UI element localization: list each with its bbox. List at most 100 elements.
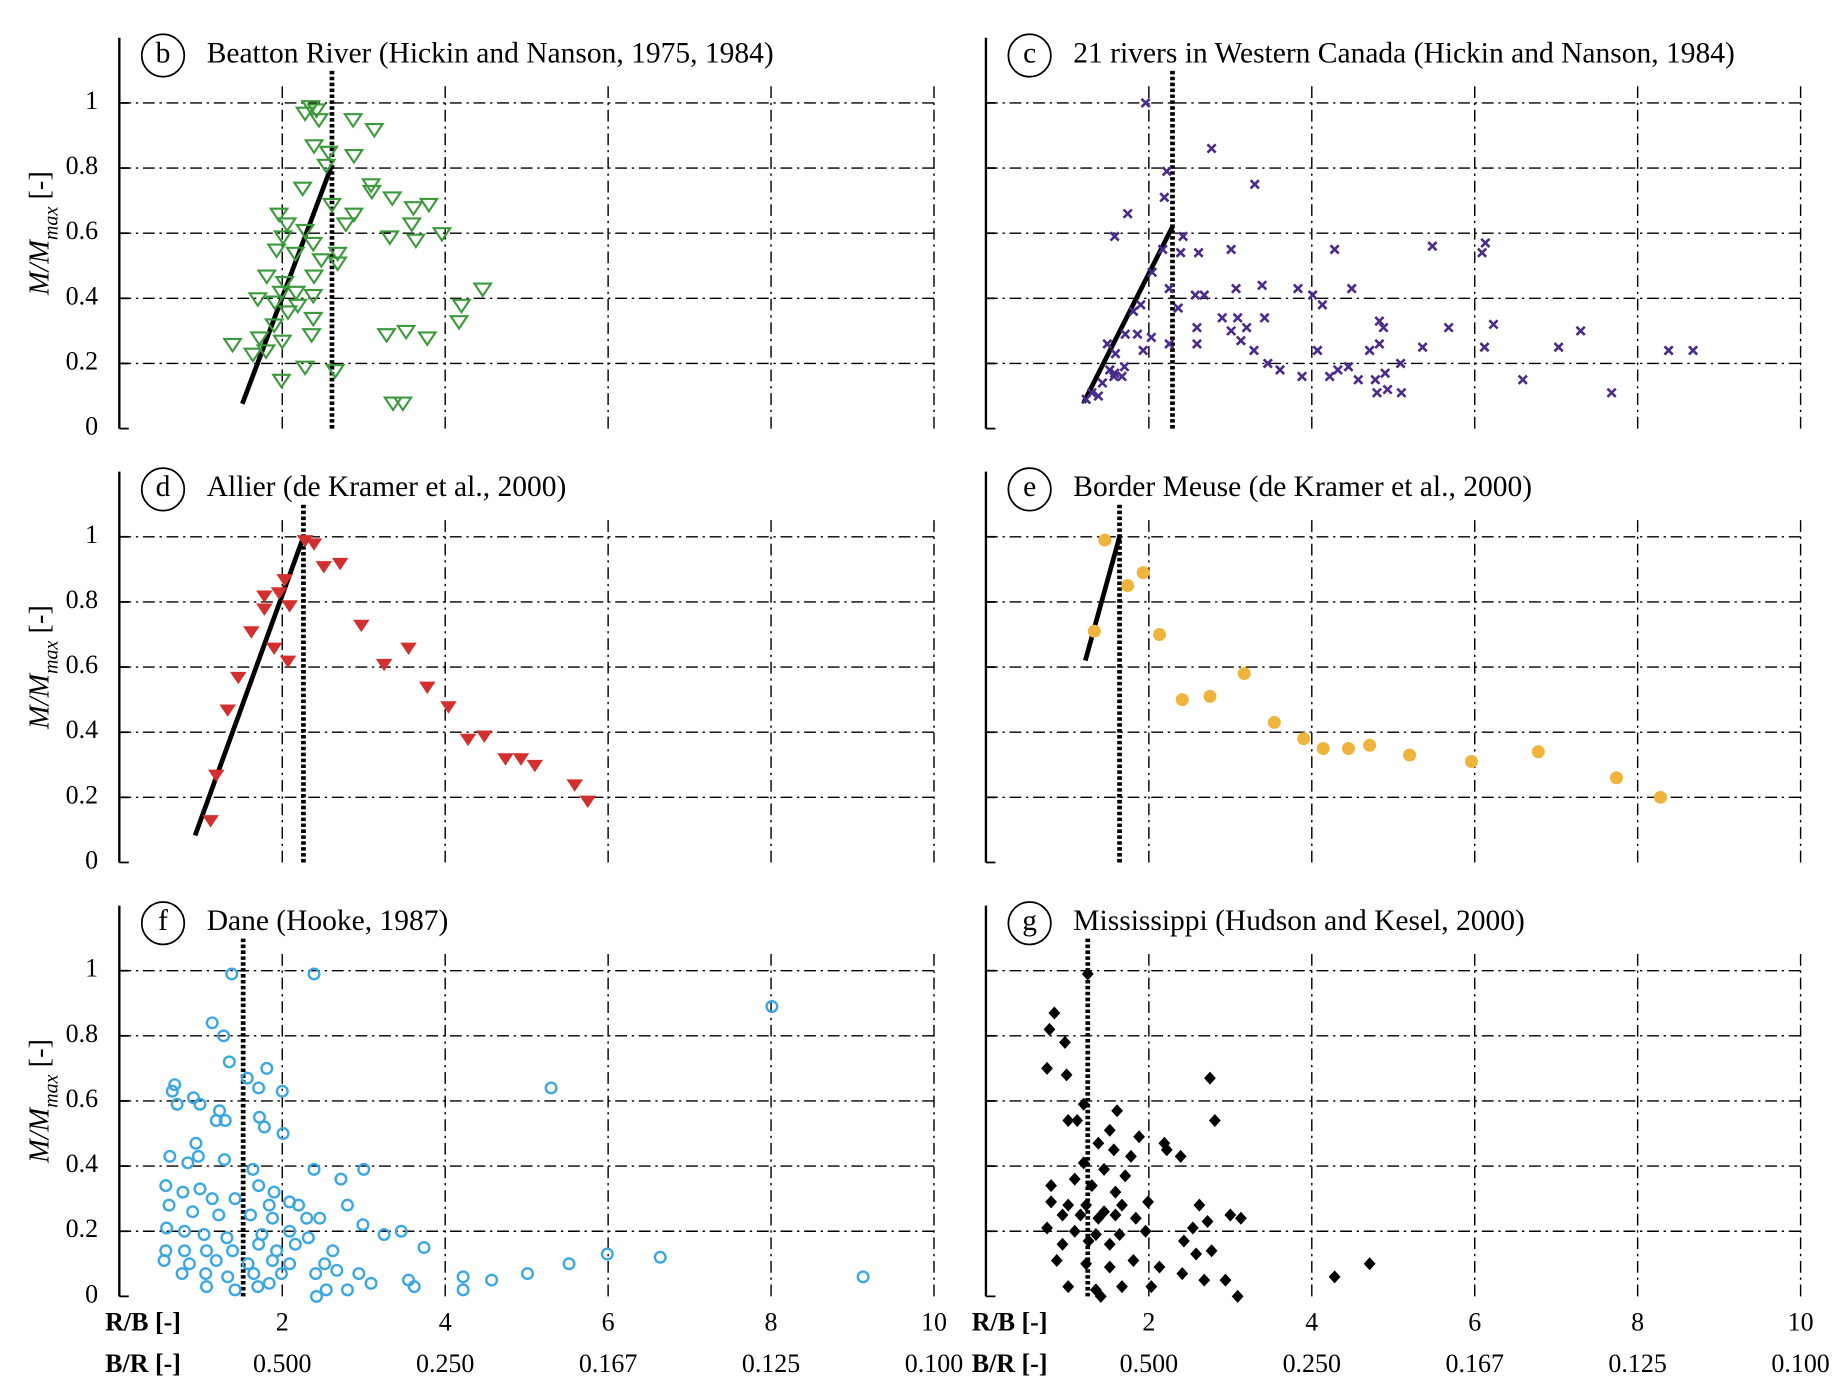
y-tick-label: 1 bbox=[85, 520, 98, 549]
point bbox=[1142, 1195, 1154, 1209]
point bbox=[1328, 1270, 1341, 1284]
point bbox=[1080, 1257, 1093, 1271]
point bbox=[265, 1211, 279, 1225]
point bbox=[265, 642, 283, 655]
x-tick-label: 6 bbox=[602, 1308, 615, 1337]
point bbox=[1198, 1273, 1211, 1287]
point bbox=[417, 331, 438, 347]
point bbox=[218, 1114, 232, 1128]
point bbox=[324, 363, 346, 380]
point bbox=[340, 1198, 354, 1212]
point bbox=[1201, 1214, 1214, 1228]
point bbox=[205, 1016, 219, 1030]
point bbox=[1045, 1179, 1058, 1193]
point bbox=[1074, 1208, 1087, 1222]
point bbox=[1479, 342, 1490, 353]
point bbox=[1329, 244, 1340, 255]
point bbox=[189, 1136, 203, 1150]
point bbox=[1307, 290, 1318, 301]
point bbox=[311, 253, 332, 269]
point bbox=[1380, 368, 1391, 379]
point bbox=[379, 230, 401, 246]
point bbox=[1077, 1097, 1090, 1111]
point bbox=[182, 1257, 196, 1271]
point bbox=[275, 1084, 289, 1098]
point bbox=[456, 1283, 470, 1297]
point bbox=[1190, 290, 1201, 301]
point bbox=[400, 642, 417, 655]
y-tick-label: 0.6 bbox=[66, 650, 98, 679]
panel-title: Border Meuse (de Kramer et al., 2000) bbox=[1073, 471, 1532, 503]
point bbox=[1226, 325, 1237, 336]
point bbox=[1343, 361, 1354, 372]
x2-axis-label: B/R [-] bbox=[972, 1349, 1048, 1378]
point bbox=[1090, 1227, 1102, 1241]
point bbox=[1080, 1198, 1093, 1212]
point bbox=[1098, 1205, 1110, 1219]
point bbox=[1178, 231, 1189, 242]
point bbox=[1110, 348, 1121, 359]
point bbox=[1132, 329, 1143, 340]
point bbox=[1109, 1208, 1122, 1222]
point bbox=[1267, 715, 1281, 729]
point bbox=[1092, 1136, 1105, 1150]
point bbox=[1262, 358, 1273, 369]
point bbox=[1663, 345, 1674, 356]
point bbox=[361, 184, 383, 201]
point bbox=[202, 815, 219, 828]
y-tick-label: 0.4 bbox=[66, 281, 98, 310]
point bbox=[1363, 1257, 1376, 1271]
point bbox=[1403, 748, 1417, 762]
point bbox=[256, 590, 273, 603]
point bbox=[1068, 1224, 1081, 1238]
point bbox=[1353, 374, 1364, 385]
point bbox=[448, 315, 470, 331]
y-axis-label-part: M/M bbox=[24, 239, 55, 296]
point bbox=[1043, 1022, 1056, 1036]
point bbox=[331, 557, 349, 571]
point bbox=[1111, 1104, 1123, 1118]
panel: 2 4 6 8 10 0 0.2 0.4 0.6 0.8 1 0.500 0.250 0.167 0.125… bbox=[24, 901, 963, 1378]
point bbox=[292, 181, 313, 197]
x-axis-label: R/B [-] bbox=[105, 1308, 181, 1337]
panel-title: Beatton River (Hickin and Nanson, 1975, … bbox=[207, 37, 774, 69]
point bbox=[252, 1081, 266, 1095]
point bbox=[1045, 1195, 1058, 1209]
point bbox=[1119, 1169, 1132, 1183]
point bbox=[281, 600, 298, 613]
point bbox=[1193, 1198, 1206, 1212]
point bbox=[1191, 338, 1202, 349]
fit-line bbox=[1083, 536, 1122, 662]
point bbox=[520, 1267, 534, 1281]
point bbox=[249, 331, 270, 347]
x-tick-label: 10 bbox=[1788, 1308, 1814, 1337]
point bbox=[200, 1280, 213, 1294]
point bbox=[1116, 1280, 1128, 1294]
point bbox=[276, 1127, 290, 1141]
point bbox=[276, 217, 298, 233]
point bbox=[1103, 1123, 1116, 1137]
point bbox=[157, 1254, 171, 1268]
point bbox=[1341, 741, 1355, 755]
point bbox=[212, 1208, 226, 1222]
y-axis-label-part: [-] bbox=[24, 605, 55, 640]
point bbox=[512, 753, 530, 766]
point bbox=[381, 191, 403, 207]
point bbox=[1324, 371, 1335, 382]
point bbox=[302, 289, 324, 305]
y-axis-label: M/Mmax [-] bbox=[24, 1039, 62, 1164]
point bbox=[1133, 1130, 1145, 1144]
point bbox=[1224, 1208, 1237, 1222]
point bbox=[1204, 1071, 1216, 1085]
point bbox=[335, 217, 357, 233]
point bbox=[1092, 1211, 1105, 1225]
point bbox=[265, 1254, 279, 1268]
point bbox=[264, 295, 286, 311]
panel-letter: b bbox=[156, 37, 171, 69]
point bbox=[1374, 316, 1385, 327]
point bbox=[1127, 1254, 1140, 1268]
panel: e Border Meuse (de Kramer et al., 2000) bbox=[984, 467, 1802, 864]
point bbox=[262, 1198, 276, 1212]
point bbox=[407, 1280, 421, 1294]
point bbox=[186, 1205, 200, 1219]
